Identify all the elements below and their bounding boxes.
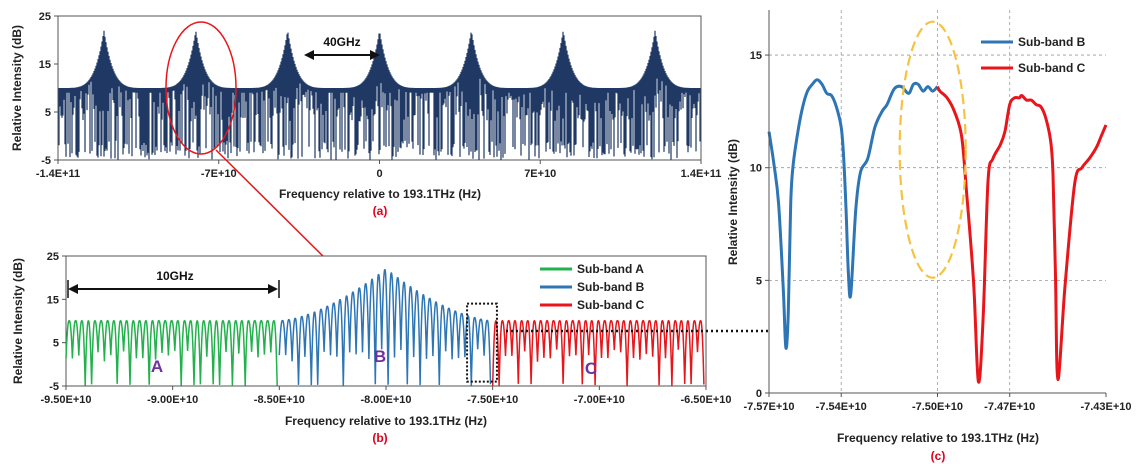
panel-c-y-label: Relative Intensity (dB) — [726, 139, 740, 265]
legend-label-sub-band-c-c: Sub-band C — [1018, 61, 1086, 75]
panel-b-band-label: 10GHz — [156, 269, 193, 283]
x-tick-label: -7.50E+10 — [467, 394, 518, 406]
legend-label-sub-band-b-c: Sub-band B — [1018, 35, 1086, 49]
panel-a-highlight-ellipse — [165, 21, 237, 155]
panel-b-region-label-c: C — [585, 359, 597, 378]
panel-b-series-c — [491, 320, 705, 386]
x-tick-label: -9.00E+10 — [147, 394, 198, 406]
x-tick-label: -7.50E+10 — [912, 401, 963, 413]
y-tick-label: 5 — [53, 338, 59, 350]
y-tick-label: 15 — [750, 50, 762, 62]
x-tick-label: 0 — [376, 168, 382, 180]
panel-a-x-ticks: -1.4E+11 -7E+10 0 7E+10 1.4E+11 — [36, 160, 722, 180]
legend-label-sub-band-a: Sub-band A — [577, 262, 644, 276]
y-tick-label: 5 — [45, 107, 51, 119]
panel-b-region-label-a: A — [151, 357, 163, 376]
panel-c-series-sub-band-b — [767, 78, 939, 350]
y-tick-label: 5 — [756, 275, 762, 287]
x-tick-label: 7E+10 — [524, 168, 556, 180]
panel-b-chart: -5 5 15 25 -9.50E+10 -9.00E+10 -8.50E+10 -8.00… — [11, 251, 820, 445]
panel-b-region-label-b: B — [374, 347, 386, 366]
x-tick-label: -7.43E+10 — [1080, 401, 1131, 413]
panel-a-chart: -5 5 15 25 -1.4E+11 -7E+10 0 7E+10 1.4E+11 40GH… — [10, 11, 722, 270]
panel-a-caption: (a) — [373, 204, 388, 218]
panel-b-y-label: Relative Intensity (dB) — [11, 258, 25, 384]
panel-a-spacing-label: 40GHz — [323, 35, 360, 49]
x-tick-label: -8.50E+10 — [254, 394, 305, 406]
x-tick-label: -8.00E+10 — [360, 394, 411, 406]
panel-c-caption: (c) — [931, 449, 946, 463]
x-tick-label: 1.4E+11 — [681, 168, 722, 180]
y-tick-label: -5 — [49, 381, 59, 393]
legend-label-sub-band-b: Sub-band B — [577, 280, 645, 294]
panel-b-zoom-box — [466, 302, 498, 383]
panel-c-y-ticks: 0 5 10 15 — [750, 50, 769, 400]
panel-c-gridlines — [769, 10, 1106, 393]
panel-a-spectrum-trace — [58, 30, 701, 160]
panel-c-x-label: Frequency relative to 193.1THz (Hz) — [837, 431, 1039, 445]
panel-b-legend: Sub-band A Sub-band B Sub-band C — [540, 262, 645, 312]
x-tick-label: -6.50E+10 — [680, 394, 731, 406]
panel-c-series-sub-band-c — [936, 85, 1108, 384]
panel-c-highlight-ellipse — [898, 20, 967, 279]
x-tick-label: -7.54E+10 — [816, 401, 867, 413]
y-tick-label: 25 — [47, 251, 59, 263]
panel-b-y-ticks: -5 5 15 25 — [47, 251, 66, 393]
panel-b-caption: (b) — [372, 431, 387, 445]
y-tick-label: 15 — [47, 294, 59, 306]
panel-c-x-ticks: -7.57E+10 -7.54E+10 -7.50E+10 -7.47E+10 -7.4… — [743, 393, 1132, 413]
panel-b-x-ticks: -9.50E+10 -9.00E+10 -8.50E+10 -8.00E+10 -7.5… — [40, 386, 732, 406]
panel-a-y-ticks: -5 5 15 25 — [39, 11, 58, 167]
panel-b-series-a — [65, 320, 278, 386]
panel-a-spectrum — [58, 30, 701, 160]
panel-a-y-label: Relative Intensity (dB) — [10, 25, 24, 151]
x-tick-label: -9.50E+10 — [40, 394, 91, 406]
panel-c-chart: 0 5 10 15 -7.57E+10 -7.54E+10 -7.50E+10 -7.47E… — [726, 10, 1132, 463]
y-tick-label: -5 — [41, 155, 51, 167]
x-tick-label: -7E+10 — [201, 168, 237, 180]
x-tick-label: -7.57E+10 — [743, 401, 794, 413]
panel-c-series — [767, 78, 1108, 384]
panel-b-x-label: Frequency relative to 193.1THz (Hz) — [285, 414, 487, 428]
x-tick-label: -7.00E+10 — [574, 394, 625, 406]
x-tick-label: -1.4E+11 — [36, 168, 80, 180]
panel-b-series-b — [278, 269, 492, 386]
y-tick-label: 25 — [39, 11, 51, 23]
panel-c-legend: Sub-band B Sub-band C — [981, 35, 1086, 75]
zoom-arrow-a-to-b — [215, 149, 337, 270]
panel-b-spectrum — [65, 269, 705, 386]
y-tick-label: 0 — [756, 388, 762, 400]
y-tick-label: 10 — [750, 163, 762, 175]
y-tick-label: 15 — [39, 59, 51, 71]
panel-a-x-label: Frequency relative to 193.1THz (Hz) — [279, 187, 481, 201]
legend-label-sub-band-c: Sub-band C — [577, 298, 645, 312]
x-tick-label: -7.47E+10 — [984, 401, 1035, 413]
